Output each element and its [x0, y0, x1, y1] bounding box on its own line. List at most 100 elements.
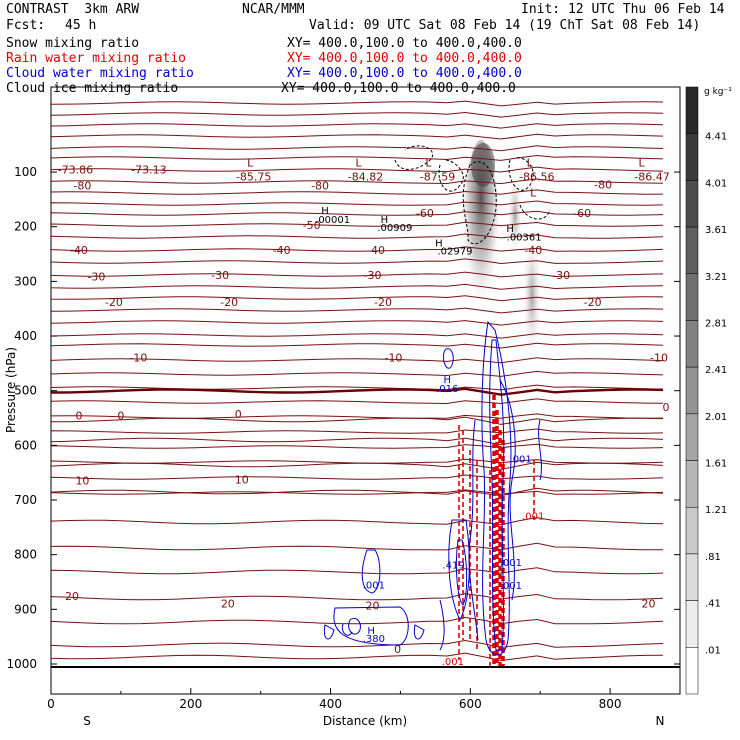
x-tick-label: 600 [459, 697, 482, 711]
snow-contour [519, 204, 551, 220]
colorbar-tick-label: 2.01 [705, 412, 727, 423]
snow-label: .02979 [437, 247, 472, 258]
freezing-level-contour [51, 387, 664, 396]
temperature-contour [51, 210, 664, 216]
cloud-water-contour [538, 419, 542, 481]
colorbar-unit: g kg⁻¹ [704, 87, 732, 97]
temperature-label: -40 [524, 244, 542, 257]
temperature-contour [51, 474, 664, 480]
low-marker: L [638, 157, 645, 170]
x-tick-label: 200 [179, 697, 202, 711]
cloud-water-label: .001 [510, 454, 532, 465]
cloud-water-contours [323, 320, 542, 656]
y-tick-label: 1000 [6, 657, 37, 671]
snow-label: .00001 [315, 215, 350, 226]
colorbar-tick-label: 2.81 [705, 318, 727, 329]
temperature-label: 0 [117, 410, 124, 423]
snow-label: .00361 [507, 232, 542, 243]
temperature-contour [51, 652, 664, 662]
temperature-contour [51, 398, 664, 405]
field-cloudwater-xy: XY= 400.0,100.0 to 400.0,400.0 [287, 66, 522, 81]
colorbar-segment [685, 460, 699, 508]
low-marker: L [527, 157, 534, 170]
temperature-label: -10 [650, 352, 668, 365]
temperature-label: -60 [416, 207, 434, 220]
temperature-contour [51, 461, 664, 470]
snow-plume-secondary [523, 235, 541, 355]
temperature-label: -60 [573, 207, 591, 220]
y-tick-label: 900 [14, 602, 37, 616]
y-axis-label: Pressure (hPa) [4, 347, 18, 433]
temperature-contour [51, 295, 664, 302]
colorbar-segment [685, 320, 699, 368]
temperature-label: 0 [235, 408, 242, 421]
temperature-contour [51, 246, 664, 252]
cloud-water-contour [481, 320, 512, 656]
cloud-water-contour [448, 519, 470, 622]
colorbar-tick-label: .01 [705, 645, 721, 656]
field-rain-xy: XY= 400.0,100.0 to 400.0,400.0 [287, 51, 522, 66]
temperature-contour [51, 517, 664, 526]
colorbar-segment [685, 413, 699, 461]
temperature-label: -30 [364, 269, 382, 282]
temperature-contour [51, 443, 664, 449]
temperature-contour [51, 487, 664, 497]
cloud-water-contour [323, 624, 335, 640]
temperature-contour [51, 616, 664, 625]
snow-label: H [506, 224, 514, 235]
colorbar-tick-label: 4.41 [705, 132, 727, 143]
south-label: S [83, 714, 91, 728]
temperature-contour [51, 145, 664, 152]
north-label: N [656, 714, 665, 728]
cloud-water-label: .419 [442, 560, 464, 571]
colorbar-segment [685, 506, 699, 555]
temperature-label: 20 [642, 598, 656, 611]
temperature-contour [51, 428, 664, 434]
temperature-contour [51, 357, 664, 364]
temperature-label: -73.86 [58, 164, 93, 177]
snow-shading [463, 140, 541, 355]
temperature-contour [51, 413, 664, 419]
cloud-water-contour [439, 599, 445, 651]
temperature-contour [51, 271, 664, 278]
colorbar-tick-label: 1.61 [705, 459, 727, 470]
temperature-label: -80 [311, 180, 329, 193]
y-tick-label: 800 [14, 548, 37, 562]
snow-label: H [381, 215, 389, 226]
temperature-contour [51, 437, 664, 446]
colorbar-tick-label: 2.41 [705, 365, 727, 376]
temperature-contour [51, 639, 664, 649]
temperature-contour [51, 166, 664, 173]
field-cloudice-xy: XY= 400.0,100.0 to 400.0,400.0 [281, 81, 516, 96]
temperature-contour [51, 178, 664, 185]
experiment-title: CONTRAST 3km ARW [6, 2, 140, 17]
temperature-contour [51, 593, 664, 601]
colorbar-tick-label: 1.21 [705, 505, 727, 516]
cloud-water-label: .380 [363, 634, 385, 645]
low-marker: L [425, 157, 432, 170]
temperature-label: 0 [75, 410, 82, 423]
valid-time: Valid: 09 UTC Sat 08 Feb 14 (19 ChT Sat … [309, 18, 701, 33]
colorbar-segment [685, 273, 699, 321]
contour-labels: -73.86 -73.13 -85.75 -84.82 -87.59 -86.56 -86.… [58, 157, 670, 668]
low-marker: L [247, 157, 254, 170]
snow-plume-tertiary [508, 175, 522, 255]
temperature-contours [51, 100, 664, 662]
temperature-label: 0 [663, 401, 670, 414]
cloud-water-contour [442, 348, 454, 369]
colorbar-segment [685, 180, 699, 228]
temperature-label: 20 [221, 598, 235, 611]
field-snow-xy: XY= 400.0,100.0 to 400.0,400.0 [287, 36, 522, 51]
cloud-water-label: H [367, 626, 375, 637]
temperature-label: -30 [211, 269, 229, 282]
snow-contour [438, 159, 464, 192]
temperature-contour [51, 283, 664, 290]
snow-label: .00909 [377, 223, 412, 234]
cloud-water-contour [348, 617, 361, 635]
cloud-water-contour [413, 624, 425, 640]
colorbar-segment [685, 226, 699, 275]
fcst-label: Fcst: [6, 18, 46, 33]
y-tick-label: 300 [14, 274, 37, 288]
colorbar-tick-label: 3.21 [705, 272, 727, 283]
snow-contour [394, 145, 433, 170]
